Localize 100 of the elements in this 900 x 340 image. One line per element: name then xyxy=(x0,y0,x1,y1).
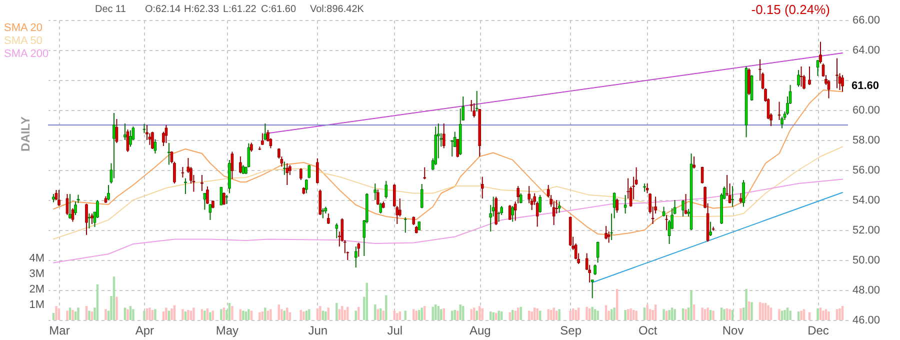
line-series xyxy=(53,178,843,264)
bar xyxy=(90,311,94,320)
text: Vol:896.42K xyxy=(310,4,364,16)
y2-tick-label: 2M xyxy=(29,283,44,296)
candlestick xyxy=(374,183,377,200)
x-tick-label: Aug xyxy=(469,324,491,338)
candlestick xyxy=(607,231,610,244)
bar xyxy=(412,309,415,320)
candlestick xyxy=(184,178,187,194)
candlestick xyxy=(800,66,803,88)
bar xyxy=(816,308,819,320)
bar xyxy=(789,310,792,320)
bar xyxy=(154,309,156,320)
bar xyxy=(709,310,712,320)
y-tick-label: 60.00 xyxy=(852,104,880,116)
bar xyxy=(341,306,344,320)
bar xyxy=(646,304,648,320)
bar xyxy=(780,310,784,320)
text: DAILY xyxy=(18,116,32,152)
candlestick xyxy=(376,189,380,206)
bar xyxy=(624,310,626,320)
bar xyxy=(264,308,266,320)
bar xyxy=(398,311,401,320)
y-tick-label: 54.00 xyxy=(852,194,880,206)
bar xyxy=(129,306,132,320)
bar xyxy=(530,311,533,320)
y-tick-label: 66.00 xyxy=(852,14,880,26)
candlestick xyxy=(819,41,822,64)
bar xyxy=(758,302,762,320)
annotation: 61.60 xyxy=(852,80,880,92)
bar xyxy=(380,308,382,320)
candlestick xyxy=(200,174,204,192)
candlestick xyxy=(261,132,264,146)
bar xyxy=(209,312,212,320)
bar xyxy=(88,310,90,320)
bar xyxy=(52,313,55,320)
bar xyxy=(838,308,841,320)
bar xyxy=(404,310,406,320)
bar xyxy=(692,304,696,320)
candlestick xyxy=(142,123,146,134)
candlestick xyxy=(71,208,74,222)
bar xyxy=(643,308,646,320)
bar xyxy=(462,306,464,320)
candlestick xyxy=(230,151,234,180)
bar xyxy=(168,310,170,320)
bar xyxy=(327,308,330,320)
y-tick-label: 52.00 xyxy=(852,224,880,236)
y2-tick-label: 1M xyxy=(29,298,44,311)
bar xyxy=(248,309,250,320)
candlestick xyxy=(590,279,594,299)
candlestick xyxy=(519,192,522,204)
bar xyxy=(748,301,750,320)
bar xyxy=(366,282,368,320)
bar xyxy=(731,310,734,320)
bar xyxy=(354,310,358,320)
y-tick-label: 48.00 xyxy=(852,284,880,296)
candlestick xyxy=(616,198,618,214)
candlestick xyxy=(442,123,446,149)
bar xyxy=(586,306,588,320)
bar xyxy=(170,308,173,320)
bar xyxy=(577,308,580,320)
bar xyxy=(572,308,574,320)
bar xyxy=(800,310,802,320)
y-tick-label: 46.00 xyxy=(852,314,880,326)
line-series xyxy=(53,90,843,236)
bar xyxy=(784,310,786,320)
bar xyxy=(385,295,388,320)
y2-tick-label: 4M xyxy=(29,252,44,264)
candlestick xyxy=(398,198,402,217)
bar xyxy=(344,310,346,320)
candlestick xyxy=(208,204,212,220)
candlestick xyxy=(327,213,330,224)
candlestick xyxy=(700,166,704,184)
bar xyxy=(55,306,58,320)
candlestick xyxy=(168,142,170,166)
bar xyxy=(498,310,500,320)
candlestick xyxy=(164,124,168,144)
bar xyxy=(266,310,270,320)
bar xyxy=(132,309,134,320)
bar xyxy=(58,308,60,320)
candlestick xyxy=(404,216,407,234)
candlestick xyxy=(420,183,424,209)
candlestick xyxy=(475,90,478,112)
candlestick xyxy=(612,192,616,219)
candlestick xyxy=(300,168,302,181)
candlestick xyxy=(836,58,838,89)
bar xyxy=(706,308,709,320)
bar xyxy=(495,313,498,320)
text: H:62.33 xyxy=(184,4,220,16)
bar xyxy=(670,308,674,320)
candlestick xyxy=(206,186,209,205)
bar xyxy=(808,312,811,320)
bar xyxy=(424,306,426,320)
bar xyxy=(258,312,261,320)
bar xyxy=(690,290,692,320)
bar xyxy=(836,309,838,320)
candlestick xyxy=(558,201,561,214)
bar xyxy=(451,310,454,320)
bar xyxy=(440,309,442,320)
candlestick xyxy=(480,176,484,199)
